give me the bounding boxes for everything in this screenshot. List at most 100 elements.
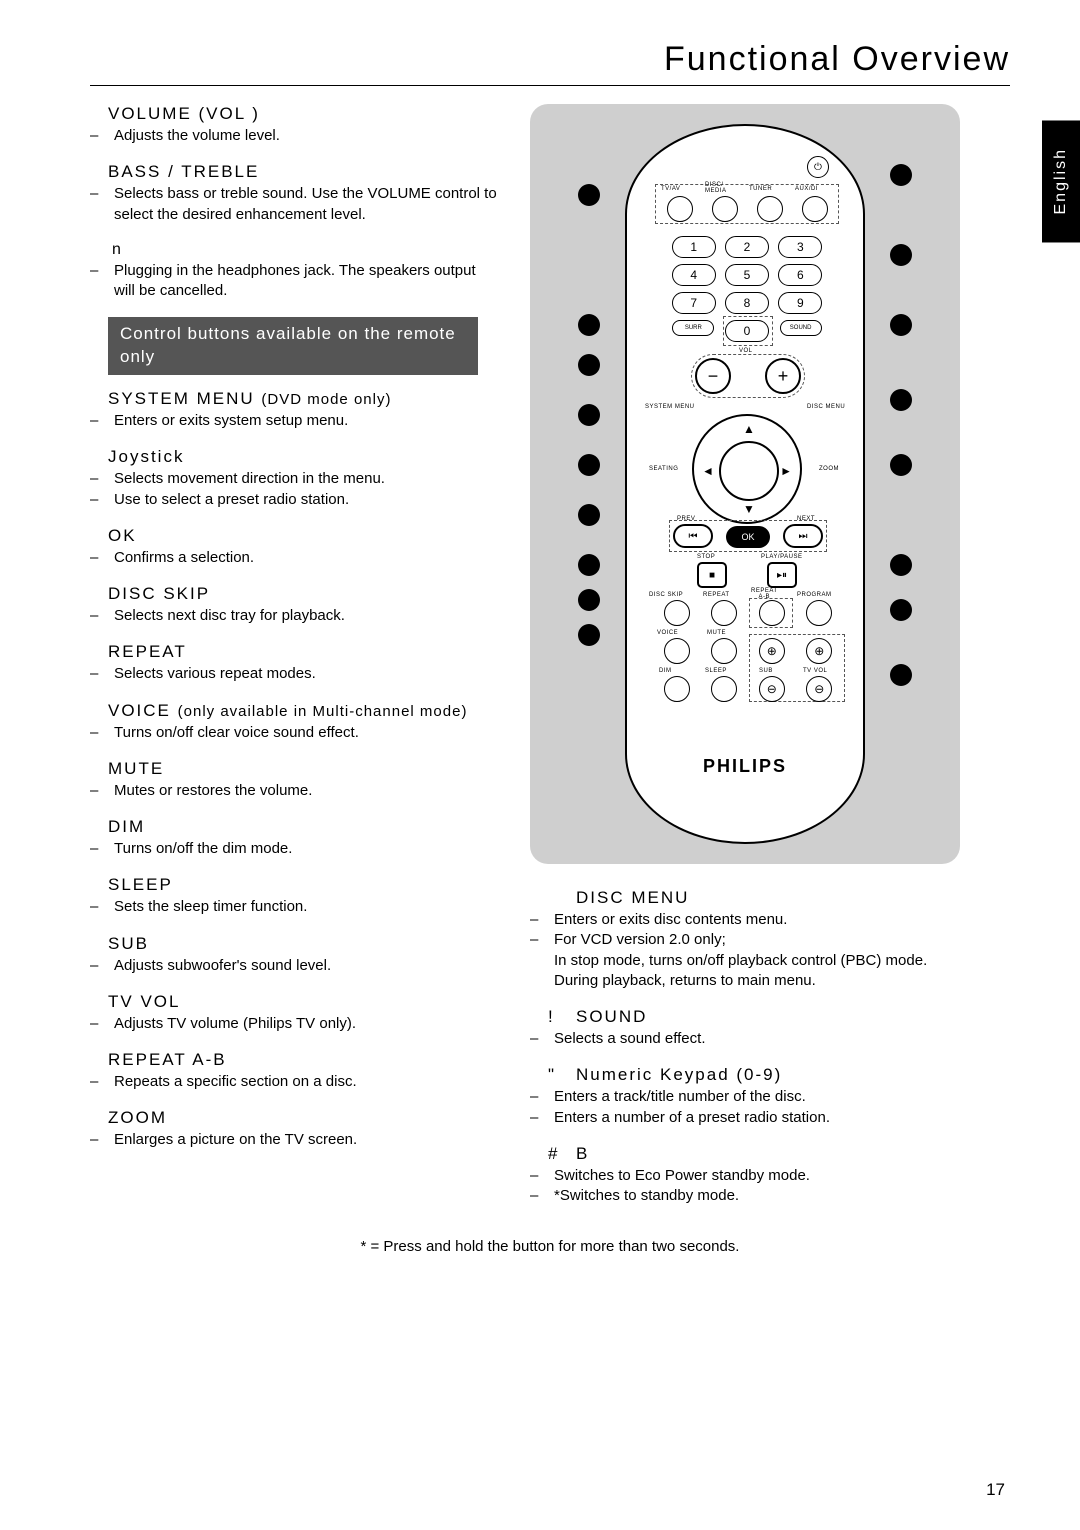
item-b: #B –Switches to Eco Power standby mode. … [530, 1144, 960, 1207]
callout-dot [578, 354, 600, 376]
item-desc: –Repeats a specific section on a disc. [90, 1072, 500, 1092]
item-system-menu: SYSTEM MENU (DVD mode only) –Enters or e… [90, 389, 500, 431]
num-5: 5 [725, 264, 769, 286]
callout-dot [890, 664, 912, 686]
num-3: 3 [778, 236, 822, 258]
sys-menu-label: SYSTEM MENU [645, 404, 695, 410]
zero-dash [723, 316, 773, 346]
item-title: "Numeric Keypad (0-9) [548, 1065, 960, 1085]
callout-dot [578, 589, 600, 611]
title-rule [90, 85, 1010, 86]
item-title: REPEAT A-B [108, 1050, 500, 1070]
vol-plus: + [765, 358, 801, 394]
item-desc: –Mutes or restores the volume. [90, 781, 500, 801]
item-disc-menu: DISC MENU –Enters or exits disc contents… [530, 888, 960, 991]
item-joystick: Joystick –Selects movement direction in … [90, 447, 500, 510]
item-desc: –Use to select a preset radio station. [90, 490, 500, 510]
callout-dot [890, 314, 912, 336]
source-btn [712, 196, 738, 222]
content-columns: VOLUME (VOL ) –Adjusts the volume level.… [90, 104, 1010, 1222]
page-title: Functional Overview [90, 40, 1010, 79]
language-tab: English [1042, 120, 1080, 242]
power-button: ⏻ [807, 156, 829, 178]
label-disc: DISC/ MEDIA [705, 182, 727, 194]
item-title: !SOUND [548, 1007, 960, 1027]
callout-dot [578, 504, 600, 526]
item-desc: –Enlarges a picture on the TV screen. [90, 1130, 500, 1150]
arrow-left-icon: ◄ [702, 464, 714, 478]
callout-dot [578, 454, 600, 476]
item-bass-treble: BASS / TREBLE –Selects bass or treble so… [90, 162, 500, 225]
item-desc: –Selects next disc tray for playback. [90, 606, 500, 626]
item-desc: –Turns on/off clear voice sound effect. [90, 723, 500, 743]
callout-dot [890, 599, 912, 621]
remote-body: ⏻ TV/AV DISC/ MEDIA TUNER AUX/DI 1 2 3 [625, 124, 865, 844]
row-lbl: DISC SKIP [649, 592, 683, 598]
num-1: 1 [672, 236, 716, 258]
item-sleep: SLEEP –Sets the sleep timer function. [90, 875, 500, 917]
seating-label: SEATING [649, 466, 678, 472]
stop-btn: ■ [697, 562, 727, 588]
item-title: SUB [108, 934, 500, 954]
play-btn: ▸⏸ [767, 562, 797, 588]
item-repeat: REPEAT –Selects various repeat modes. [90, 642, 500, 684]
left-column: VOLUME (VOL ) –Adjusts the volume level.… [90, 104, 500, 1222]
item-ok: OK –Confirms a selection. [90, 526, 500, 568]
item-desc: –For VCD version 2.0 only; In stop mode,… [530, 930, 960, 991]
source-btn [757, 196, 783, 222]
item-mute: MUTE –Mutes or restores the volume. [90, 759, 500, 801]
right-column: ⏻ TV/AV DISC/ MEDIA TUNER AUX/DI 1 2 3 [530, 104, 960, 1222]
item-desc: –Selects various repeat modes. [90, 664, 500, 684]
item-title: TV VOL [108, 992, 500, 1012]
num-9: 9 [778, 292, 822, 314]
item-title: #B [548, 1144, 960, 1164]
num-6: 6 [778, 264, 822, 286]
callout-dot [890, 164, 912, 186]
item-desc: –Selects bass or treble sound. Use the V… [90, 184, 500, 225]
arrow-right-icon: ► [780, 464, 792, 478]
item-desc: –Enters a number of a preset radio stati… [530, 1108, 960, 1128]
row2-lbl: VOICE [657, 630, 678, 636]
callout-dot [890, 244, 912, 266]
joystick: ▲ ▼ ◄ ► [692, 414, 802, 524]
callout-dot [578, 624, 600, 646]
item-title: BASS / TREBLE [108, 162, 500, 182]
func-btn: ⊖ [806, 676, 832, 702]
func-btn [664, 638, 690, 664]
item-title: MUTE [108, 759, 500, 779]
callout-dot [890, 454, 912, 476]
item-headphones: –Plugging in the headphones jack. The sp… [90, 261, 500, 302]
item-desc: –Switches to Eco Power standby mode. [530, 1166, 960, 1186]
numpad-row: 4 5 6 [667, 264, 827, 286]
row3-lbl: DIM [659, 668, 672, 674]
func-row3: ⊖ ⊖ [653, 676, 843, 702]
stop-label: STOP [697, 554, 715, 560]
num-4: 4 [672, 264, 716, 286]
item-numeric: "Numeric Keypad (0-9) –Enters a track/ti… [530, 1065, 960, 1128]
func-btn [806, 600, 832, 626]
callout-dot [890, 554, 912, 576]
source-btn [667, 196, 693, 222]
numpad-row: 7 8 9 [667, 292, 827, 314]
item-title: DISC MENU [548, 888, 960, 908]
isolated-char: n [112, 241, 500, 259]
item-desc: –Enters or exits disc contents menu. [530, 910, 960, 930]
item-desc: –Adjusts subwoofer's sound level. [90, 956, 500, 976]
item-desc: –Selects a sound effect. [530, 1029, 960, 1049]
surr-btn: SURR [672, 320, 714, 336]
item-title: ZOOM [108, 1108, 500, 1128]
func-btn: ⊖ [759, 676, 785, 702]
func-btn [664, 600, 690, 626]
item-desc: –Sets the sleep timer function. [90, 897, 500, 917]
ok-dash [669, 520, 827, 552]
row-lbl: PROGRAM [797, 592, 832, 598]
ab-dash [749, 598, 793, 628]
disc-menu-label: DISC MENU [807, 404, 845, 410]
func-btn [711, 638, 737, 664]
num-2: 2 [725, 236, 769, 258]
func-row [653, 600, 843, 626]
item-tv-vol: TV VOL –Adjusts TV volume (Philips TV on… [90, 992, 500, 1034]
sound-btn: SOUND [780, 320, 822, 336]
item-disc-skip: DISC SKIP –Selects next disc tray for pl… [90, 584, 500, 626]
item-zoom: ZOOM –Enlarges a picture on the TV scree… [90, 1108, 500, 1150]
